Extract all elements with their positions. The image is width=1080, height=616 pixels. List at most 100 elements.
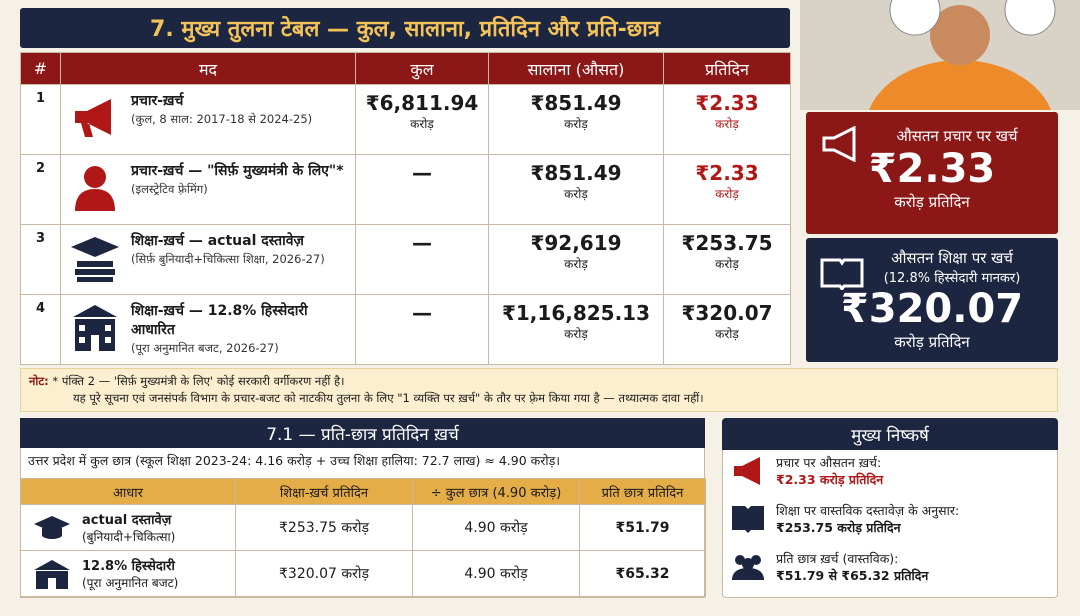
note: नोट: * पंक्ति 2 — 'सिर्फ़ मुख्यमंत्री के… [20,368,1058,412]
daily-cell: ₹2.33 करोड़ [663,154,791,225]
card-unit: करोड़ प्रतिदिन [894,193,970,211]
finding-value: ₹253.75 करोड़ प्रतिदिन [776,520,901,535]
finding: शिक्षा पर वास्तविक दस्तावेज़ के अनुसार: ₹… [730,502,1056,536]
table-row: 1 प्रचार-ख़र्च (कुल, 8 साल: 2017-18 से 202… [20,84,791,155]
daily-value: ₹2.33 [695,161,759,185]
card-value: ₹320.07 [840,286,1024,332]
item-cell: शिक्षा-ख़र्च — actual दस्तावेज़ (सिर्फ़ ब… [60,224,356,295]
education-card: औसतन शिक्षा पर खर्च (12.8% हिस्सेदारी मा… [806,238,1058,362]
basis: 12.8% हिस्सेदारी (पूरा अनुमानित बजट) [22,556,234,591]
item-cell: प्रचार-ख़र्च — "सिर्फ़ मुख्यमंत्री के लि… [60,154,356,225]
finding-icon [732,555,764,580]
row-number: 2 [20,154,61,225]
basis-cell: actual दस्तावेज़ (बुनियादी+चिकित्सा) [20,504,236,551]
total-cell: — [355,154,489,225]
per-student-value: ₹65.32 [579,550,706,597]
table-row: 4 शिक्षा-ख़र्च — 12.8% हिस्सेदारी आधारित (… [20,294,791,365]
finding-text: शिक्षा पर वास्तविक दस्तावेज़ के अनुसार: ₹… [776,502,959,536]
column-header: ÷ कुल छात्र (4.90 करोड़) [412,478,580,505]
unit: करोड़ [410,117,434,131]
annual-cell: ₹1,16,825.13 करोड़ [488,294,664,365]
item-note: (पूरा अनुमानित बजट, 2026-27) [131,341,279,355]
finding-label: प्रति छात्र ख़र्च (वास्तविक): [776,551,899,566]
item-icon [75,99,111,137]
column-header: सालाना (औसत) [488,52,664,85]
daily-cell: ₹320.07 करोड़ [663,294,791,365]
title: 7. मुख्य तुलना टेबल — कुल, सालाना, प्रति… [20,8,790,48]
card-title: औसतन शिक्षा पर खर्च [891,249,1013,267]
card-title: औसतन प्रचार पर खर्च [896,127,1018,145]
unit: करोड़ [564,117,588,131]
total-value: — [412,301,432,325]
basis-note: (पूरा अनुमानित बजट) [82,576,179,590]
unit: करोड़ [715,117,739,131]
item-icon [75,166,115,211]
column-header: शिक्षा-ख़र्च प्रतिदिन [235,478,413,505]
column-header: प्रतिदिन [663,52,791,85]
note-line: * पंक्ति 2 — 'सिर्फ़ मुख्यमंत्री के लिए'… [52,374,345,388]
item-note: (सिर्फ़ बुनियादी+चिकित्सा शिक्षा, 2026-2… [131,252,325,266]
daily-value: ₹253.75 [681,231,773,255]
unit: करोड़ [564,257,588,271]
item-text: शिक्षा-ख़र्च — actual दस्तावेज़ (सिर्फ़ ब… [131,231,325,287]
total-value: — [412,161,432,185]
annual-cell: ₹851.49 करोड़ [488,84,664,155]
section-intro: उत्तर प्रदेश में कुल छात्र (स्कूल शिक्षा… [28,453,561,468]
daily-value: ₹320.07 [681,301,773,325]
item-title: शिक्षा-ख़र्च — actual दस्तावेज़ [131,233,304,249]
row-number: 1 [20,84,61,155]
finding-label: शिक्षा पर वास्तविक दस्तावेज़ के अनुसार: [776,503,960,518]
finding: प्रचार पर औसतन ख़र्च: ₹2.33 करोड़ प्रतिदि… [730,454,1056,488]
daily-spend: ₹253.75 करोड़ [235,504,413,551]
note-line: यह पूरे सूचना एवं जनसंपर्क विभाग के प्रच… [73,391,704,405]
card-unit: करोड़ प्रतिदिन [894,333,970,351]
annual-value: ₹1,16,825.13 [501,301,651,325]
row-number: 3 [20,224,61,295]
finding-icon [732,506,764,533]
item-icon [71,237,119,282]
students: 4.90 करोड़ [412,550,580,597]
daily-cell: ₹253.75 करोड़ [663,224,791,295]
item-title: प्रचार-ख़र्च — "सिर्फ़ मुख्यमंत्री के लि… [131,163,344,179]
unit: करोड़ [715,257,739,271]
table-row: 3 शिक्षा-ख़र्च — actual दस्तावेज़ (सिर्फ़ … [20,224,791,295]
table-row: 2 प्रचार-ख़र्च — "सिर्फ़ मुख्यमंत्री के ल… [20,154,791,225]
item-title: शिक्षा-ख़र्च — 12.8% हिस्सेदारी आधारित [131,303,308,338]
finding: प्रति छात्र ख़र्च (वास्तविक): ₹51.79 से ₹… [730,550,1056,584]
item-note: (कुल, 8 साल: 2017-18 से 2024-25) [131,112,313,126]
card-value: ₹2.33 [868,146,996,192]
basis-note: (बुनियादी+चिकित्सा) [82,530,176,544]
finding-value: ₹2.33 करोड़ प्रतिदिन [776,472,884,487]
basis-text: actual दस्तावेज़ (बुनियादी+चिकित्सा) [82,510,175,545]
section-title: 7.1 — प्रति-छात्र प्रतिदिन ख़र्च [20,418,705,448]
item-title: प्रचार-ख़र्च [131,93,184,109]
promo-card: औसतन प्रचार पर खर्च ₹2.33 करोड़ प्रतिदिन [806,112,1058,234]
basis-title: actual दस्तावेज़ [82,513,172,528]
finding-text: प्रचार पर औसतन ख़र्च: ₹2.33 करोड़ प्रतिदि… [776,454,883,488]
total-cell: — [355,224,489,295]
card-subtitle: (12.8% हिस्सेदारी मानकर) [883,271,1021,286]
findings-title: मुख्य निष्कर्ष [722,418,1058,450]
unit: करोड़ [564,327,588,341]
item: शिक्षा-ख़र्च — actual दस्तावेज़ (सिर्फ़ ब… [67,231,349,287]
item: प्रचार-ख़र्च (कुल, 8 साल: 2017-18 से 2024… [67,91,349,147]
annual-value: ₹92,619 [530,231,622,255]
item: प्रचार-ख़र्च — "सिर्फ़ मुख्यमंत्री के लि… [67,161,349,217]
daily-value: ₹2.33 [695,91,759,115]
item-text: प्रचार-ख़र्च — "सिर्फ़ मुख्यमंत्री के लि… [131,161,344,217]
total-value: ₹6,811.94 [365,91,479,115]
item-note: (इलस्ट्रेटिव फ़्रेमिंग) [131,182,208,196]
note-label: नोट: [29,374,49,388]
unit: करोड़ [715,187,739,201]
comparison-table: # मद कुल सालाना (औसत) प्रतिदिन 1 प्रचार-ख़र्च (… [20,52,791,365]
per-student-table: आधार शिक्षा-ख़र्च प्रतिदिन ÷ कुल छात्र (4.… [20,478,706,597]
finding-icon [734,457,760,485]
item-text: शिक्षा-ख़र्च — 12.8% हिस्सेदारी आधारित (प… [131,301,349,357]
column-header: # [20,52,61,85]
unit: करोड़ [564,187,588,201]
total-cell: — [355,294,489,365]
column-header: मद [60,52,356,85]
column-header: आधार [20,478,236,505]
annual-cell: ₹92,619 करोड़ [488,224,664,295]
